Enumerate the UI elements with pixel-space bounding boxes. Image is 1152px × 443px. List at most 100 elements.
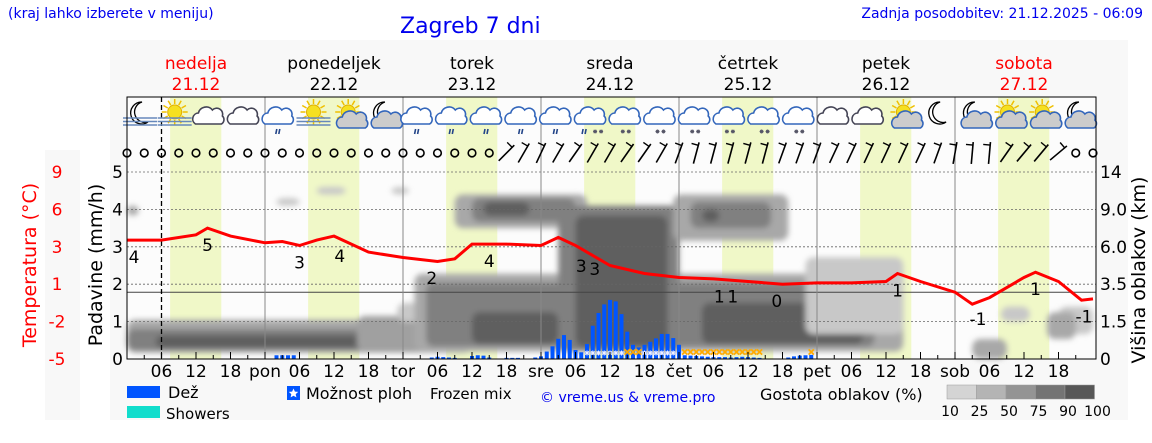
wind-barb-icon bbox=[863, 142, 875, 164]
x-tick-label: 06 bbox=[841, 362, 863, 382]
sun-ray bbox=[1000, 100, 1005, 106]
density-level-label: 90 bbox=[1059, 404, 1077, 420]
barb-staff bbox=[517, 143, 530, 163]
shower-chance-marker bbox=[619, 350, 624, 356]
x-tick-label: pet bbox=[803, 362, 831, 382]
wind-barb-icon bbox=[655, 141, 668, 163]
cloud-region bbox=[1001, 306, 1030, 322]
precip-bar bbox=[429, 357, 434, 359]
snow-flake bbox=[626, 129, 631, 134]
barb-staff bbox=[846, 142, 857, 164]
barb-staff bbox=[603, 143, 617, 163]
x-tick-label: 18 bbox=[772, 362, 794, 382]
temperature-label: 1 bbox=[714, 287, 725, 307]
sun-cloud-icon bbox=[994, 99, 1028, 129]
day-date: 27.12 bbox=[1000, 75, 1049, 95]
cloud-shape bbox=[335, 110, 369, 129]
barb-tick bbox=[642, 141, 650, 148]
density-swatch bbox=[976, 384, 1007, 400]
frozen-mix-marker bbox=[698, 348, 706, 356]
moon-fog-icon bbox=[123, 101, 157, 126]
day-name: četrtek bbox=[718, 54, 779, 74]
precip-tick-label: 1 bbox=[112, 313, 123, 333]
cloud-shape bbox=[677, 106, 711, 125]
calm-wind-icon bbox=[1088, 148, 1098, 158]
temperature-label: 1 bbox=[892, 282, 903, 302]
cloud-rain-icon bbox=[261, 106, 295, 135]
precip-bar bbox=[608, 299, 612, 359]
frozen-mix-marker bbox=[681, 348, 688, 356]
x-tick-label: 06 bbox=[289, 362, 311, 382]
snow-flake bbox=[593, 129, 598, 134]
wind-barb-icon bbox=[743, 142, 752, 164]
temperature-line bbox=[127, 226, 1094, 306]
cloud-tick-label: 0 bbox=[1100, 350, 1111, 370]
x-tick-label: 12 bbox=[599, 362, 621, 382]
density-swatch bbox=[946, 384, 977, 400]
precip-bar bbox=[688, 355, 693, 359]
barb-tick bbox=[830, 142, 838, 147]
precip-bar bbox=[792, 356, 796, 359]
barb-tick bbox=[521, 141, 529, 147]
temperature-label: 4 bbox=[334, 247, 345, 267]
barb-staff bbox=[498, 144, 515, 162]
cloud-region bbox=[391, 186, 409, 195]
legend-rain-swatch bbox=[127, 386, 160, 398]
wind-barb-icon bbox=[691, 142, 700, 164]
rain-drops bbox=[581, 128, 587, 135]
wind-barb-icon bbox=[915, 142, 926, 164]
x-tick-label: 06 bbox=[979, 362, 1001, 382]
wind-barb-icon bbox=[674, 142, 684, 164]
day-date: 26.12 bbox=[862, 75, 911, 95]
snow-flake bbox=[690, 129, 695, 134]
cloud-rain-icon bbox=[504, 106, 538, 135]
shower-chance-marker bbox=[613, 350, 619, 356]
temperature-label: 5 bbox=[202, 236, 213, 256]
barb-staff bbox=[586, 143, 599, 163]
calm-wind-icon bbox=[1071, 148, 1081, 158]
cloud-snow-icon bbox=[643, 106, 676, 134]
precip-bar bbox=[671, 338, 676, 359]
wind-barb-icon bbox=[777, 142, 788, 164]
precip-bar bbox=[723, 357, 727, 359]
moon-shape bbox=[928, 101, 947, 125]
wind-barb-icon bbox=[965, 141, 975, 165]
sun-ray bbox=[336, 104, 342, 109]
sun-fog-icon bbox=[296, 99, 331, 126]
precip-bar bbox=[625, 331, 630, 359]
cloud-icon bbox=[851, 106, 885, 125]
legend: Dež Showers Možnost ploh Frozen mix © vr… bbox=[127, 383, 1111, 423]
barb-tick bbox=[506, 141, 513, 148]
temp-tick-label: 3 bbox=[52, 238, 63, 258]
temp-tick-label: -5 bbox=[49, 350, 66, 370]
barb-staff bbox=[777, 142, 788, 164]
frozen-mix-marker bbox=[687, 348, 694, 356]
cloud-region bbox=[483, 201, 530, 216]
barb-staff bbox=[863, 142, 875, 164]
rain-drops bbox=[275, 128, 281, 135]
barb-tick bbox=[949, 143, 957, 146]
precip-tick-label: 2 bbox=[112, 275, 123, 295]
x-tick-label: 18 bbox=[1048, 362, 1070, 382]
cloud-shape bbox=[995, 110, 1028, 129]
x-tick-label: 12 bbox=[323, 362, 345, 382]
x-tick-label: 06 bbox=[151, 362, 173, 382]
x-tick-label: sob bbox=[940, 362, 970, 382]
barb-staff bbox=[812, 142, 822, 164]
temperature-label: 0 bbox=[771, 292, 782, 312]
frozen-mix-marker bbox=[635, 348, 642, 356]
sun-disc bbox=[306, 104, 321, 120]
sun-ray bbox=[1030, 104, 1036, 109]
copyright-link[interactable]: © vreme.us & vreme.pro bbox=[540, 390, 715, 406]
density-level-label: 50 bbox=[1000, 404, 1018, 420]
precip-tick-label: 0 bbox=[112, 350, 123, 370]
sun-ray bbox=[306, 100, 311, 106]
calm-wind-icon bbox=[467, 148, 477, 158]
barb-tick bbox=[1040, 141, 1047, 148]
cloud-rain-icon bbox=[469, 106, 503, 135]
precip-bar bbox=[550, 346, 555, 359]
sun-cloud-icon bbox=[335, 99, 369, 129]
frozen-mix-marker bbox=[733, 348, 740, 356]
cloud-shape bbox=[960, 110, 994, 129]
